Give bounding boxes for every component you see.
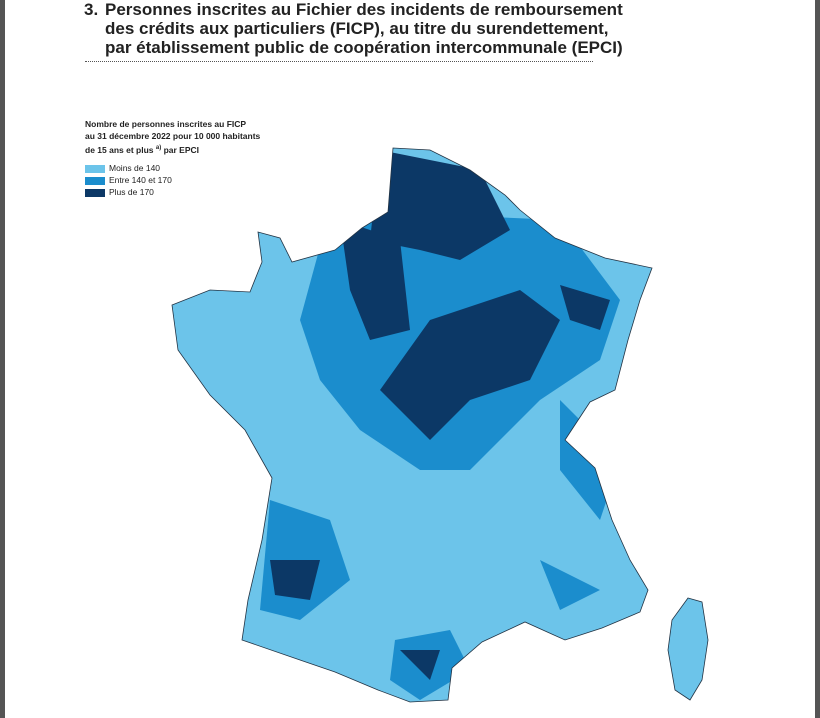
text: de 15 ans et plus: [85, 144, 154, 155]
legend-label: Plus de 170: [109, 187, 154, 197]
legend-item: Moins de 140: [85, 163, 160, 173]
note-marker: a): [155, 145, 162, 151]
title-line: par établissement public de coopération …: [105, 38, 623, 57]
legend-item: Entre 140 et 170: [85, 175, 172, 185]
title-line: des crédits aux particuliers (FICP), au …: [105, 19, 609, 38]
divider: [85, 61, 593, 62]
legend-title-line: de 15 ans et plus a) par EPCI: [85, 142, 260, 156]
legend-title-line: au 31 décembre 2022 pour 10 000 habitant…: [85, 131, 261, 141]
legend-item: Plus de 170: [85, 187, 154, 197]
page-edge: [815, 0, 820, 718]
section-number: 3.: [84, 0, 99, 19]
legend-title: Nombre de personnes inscrites au FICP au…: [85, 118, 260, 156]
legend-label: Entre 140 et 170: [109, 175, 172, 185]
title-line: Personnes inscrites au Fichier des incid…: [105, 0, 623, 19]
legend-title-line: Nombre de personnes inscrites au FICP: [85, 119, 247, 129]
legend-swatch: [85, 188, 105, 197]
legend-swatch: [85, 176, 105, 185]
title: Personnes inscrites au Fichier des incid…: [105, 0, 623, 57]
text: par EPCI: [163, 144, 200, 155]
corsica: [667, 597, 709, 701]
legend-label: Moins de 140: [109, 163, 161, 173]
page-edge: [0, 0, 5, 718]
legend-swatch: [85, 164, 105, 173]
